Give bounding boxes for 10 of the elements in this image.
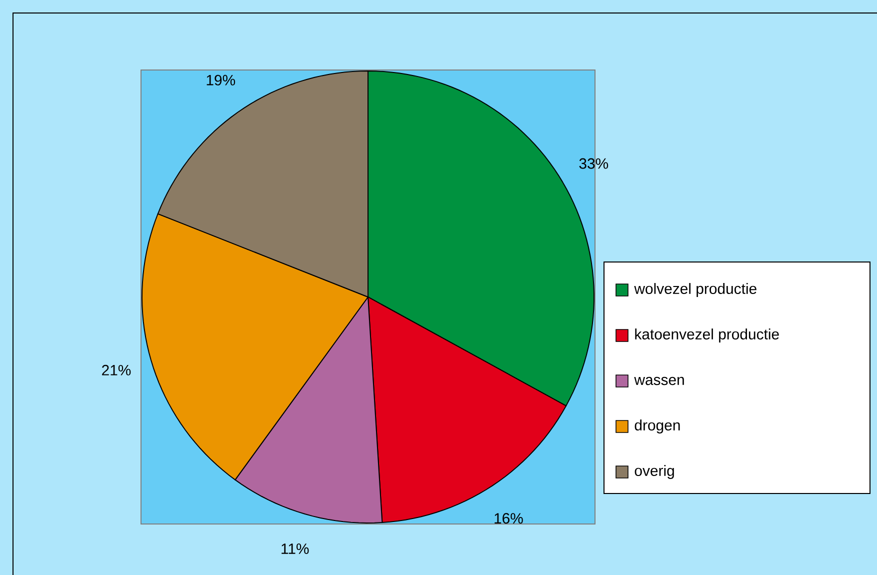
data-label: 11% (282, 544, 309, 554)
legend-label: katoenvezel productie (635, 328, 779, 342)
data-label: 19% (206, 74, 236, 86)
data-label: 16% (494, 513, 523, 524)
legend-label: drogen (634, 420, 680, 434)
data-label: 21% (102, 364, 131, 376)
legend-label: overig (634, 465, 674, 479)
data-label: 33% (579, 158, 608, 169)
legend-label: wolvezel productie (634, 283, 756, 297)
legend-label: wassen (634, 376, 684, 386)
